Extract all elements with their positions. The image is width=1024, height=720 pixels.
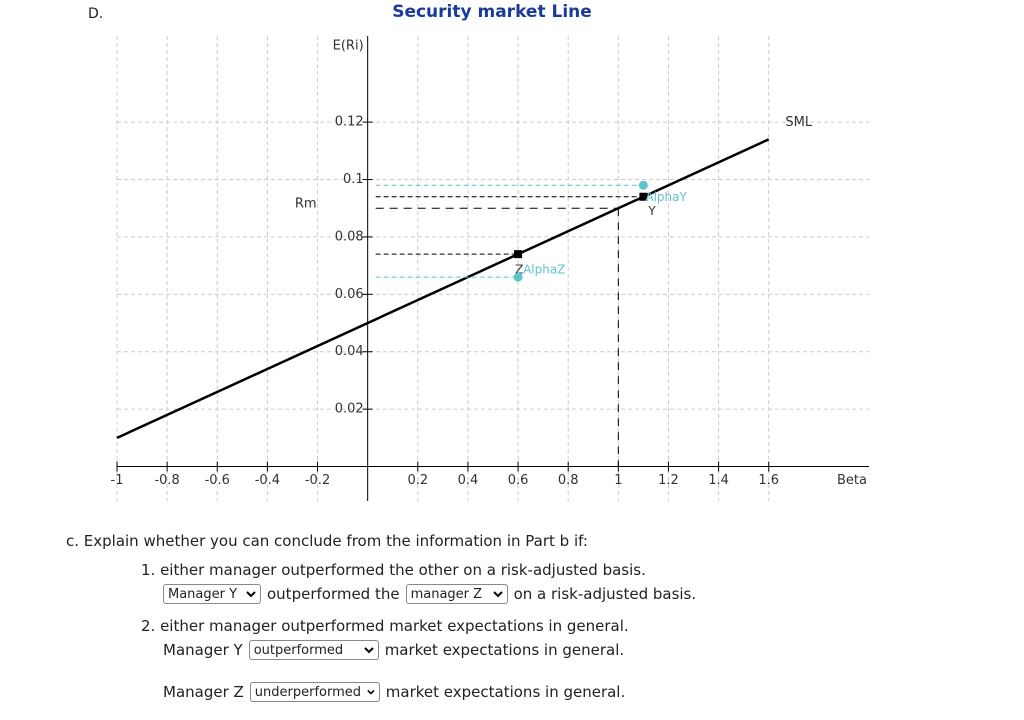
answer-subject: Manager Y xyxy=(163,641,243,659)
point-label: Z xyxy=(515,263,523,277)
chevron xyxy=(492,591,503,598)
x-tick-label: -1 xyxy=(111,473,124,488)
answer-row: Manager Y outperformed market expectatio… xyxy=(163,640,624,660)
sml-line xyxy=(116,138,770,439)
answer-subject: Manager Z xyxy=(163,683,244,701)
y-tick-label: 0.12 xyxy=(335,115,364,130)
answer-row: Manager Z underperformed market expectat… xyxy=(163,682,625,702)
x-axis-label: Beta xyxy=(837,473,867,488)
answer-text: outperformed the xyxy=(267,585,400,603)
y-tick-label: 0.04 xyxy=(335,344,364,359)
market-label: Rm xyxy=(295,197,317,212)
dropdown[interactable]: Manager Y xyxy=(163,584,261,604)
part-label: D. xyxy=(88,6,104,22)
x-tick-label: 0.8 xyxy=(558,473,579,488)
x-tick-label: 0.4 xyxy=(458,473,479,488)
chart-title: Security market Line xyxy=(392,2,592,22)
series-label: SML xyxy=(785,115,812,130)
point-label: AlphaY xyxy=(645,190,687,204)
answer-text: market expectations in general. xyxy=(385,683,626,701)
point xyxy=(638,180,648,190)
dropdown-value: outperformed xyxy=(253,642,344,658)
y-tick-label: 0.06 xyxy=(335,287,364,302)
x-tick-label: -0.2 xyxy=(305,473,330,488)
chevron xyxy=(367,689,375,695)
x-tick-label: -0.4 xyxy=(255,473,280,488)
y-tick-label: 0.02 xyxy=(335,402,364,417)
x-tick-label: 1.2 xyxy=(658,473,679,488)
x-tick-label: 1.6 xyxy=(758,473,779,488)
point xyxy=(639,192,648,201)
chart: Security market Line -1 -0.8 -0.6 -0.4 -0.2 0… xyxy=(111,2,869,501)
item-text: 2. either manager outperformed market ex… xyxy=(141,617,629,635)
y-axis-label: E(Ri) xyxy=(333,39,364,54)
point-label: AlphaZ xyxy=(523,263,565,277)
y-tick-label: 0.08 xyxy=(335,229,364,244)
y-tick-label: 0.1 xyxy=(343,172,364,187)
x-tick-label: 0.2 xyxy=(407,473,428,488)
x-tick-label: 0.6 xyxy=(508,473,529,488)
dropdown-value: manager Z xyxy=(410,586,483,602)
point xyxy=(514,250,523,259)
dropdown[interactable]: underperformed xyxy=(249,682,380,702)
chevron xyxy=(246,591,256,598)
dropdown[interactable]: outperformed xyxy=(248,640,379,660)
dropdown-value: Manager Y xyxy=(168,586,238,602)
point xyxy=(513,272,523,282)
chevron xyxy=(363,647,374,654)
x-tick-label: 1 xyxy=(614,473,622,488)
question-intro: c. Explain whether you can conclude from… xyxy=(66,532,588,550)
answer-text: market expectations in general. xyxy=(384,641,625,659)
answer-row: Manager Y outperformed the manager Z on … xyxy=(163,584,696,604)
dropdown-value: underperformed xyxy=(254,684,362,700)
dropdown[interactable]: manager Z xyxy=(405,584,508,604)
answer-text: on a risk-adjusted basis. xyxy=(513,585,697,603)
x-tick-label: 1.4 xyxy=(708,473,729,488)
item-text: 1. either manager outperformed the other… xyxy=(141,561,646,579)
point-label: Y xyxy=(647,204,656,218)
x-tick-label: -0.8 xyxy=(154,473,179,488)
x-tick-label: -0.6 xyxy=(205,473,230,488)
